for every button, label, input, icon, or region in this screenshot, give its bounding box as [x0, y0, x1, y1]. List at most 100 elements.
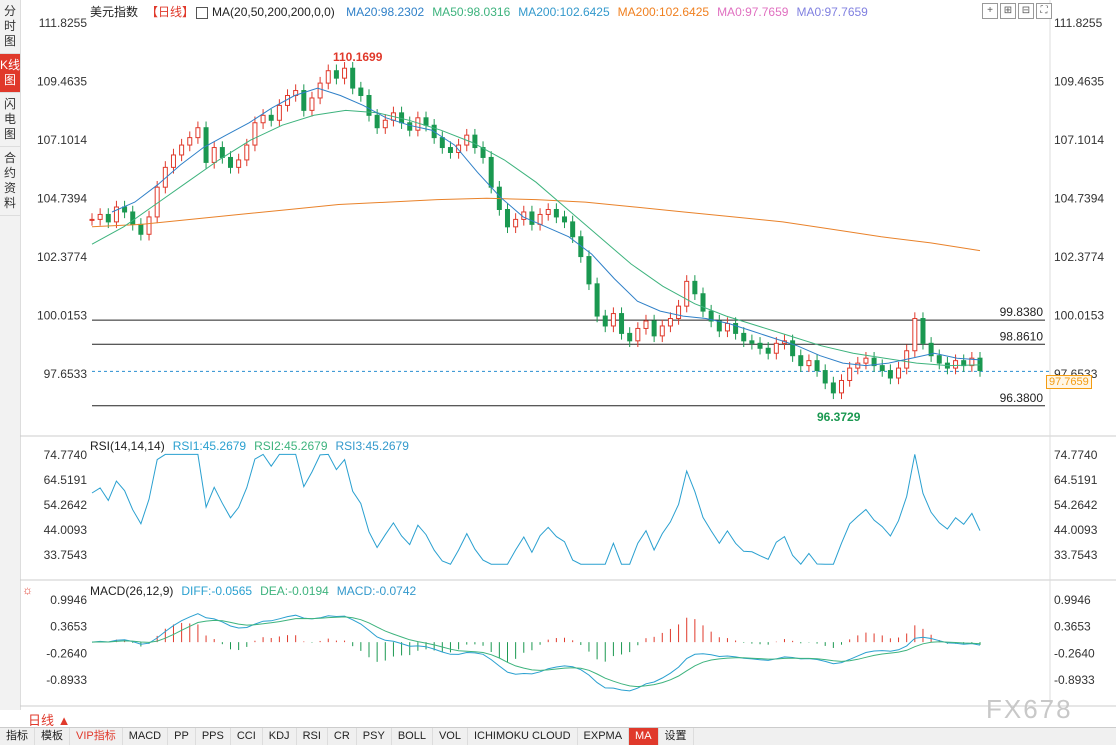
- ma-value-0: MA20:98.2302: [346, 5, 425, 19]
- ma20-line: [111, 87, 981, 367]
- macd-value-1: DEA:-0.0194: [260, 584, 329, 598]
- indicator-tab-7[interactable]: KDJ: [263, 728, 297, 745]
- period-selector[interactable]: 日线 ▲: [28, 713, 71, 728]
- main-header: 美元指数 【日线】 MA(20,50,200,200,0,0) MA20:98.23…: [90, 3, 884, 20]
- candle-body: [472, 134, 478, 149]
- indicator-tab-10[interactable]: PSY: [357, 728, 392, 745]
- ma-value-1: MA50:98.0316: [432, 5, 511, 19]
- candle-body: [374, 114, 380, 129]
- candle-body: [423, 117, 429, 126]
- candle-body: [244, 144, 250, 161]
- settings-gear-icon[interactable]: ☼: [22, 583, 33, 597]
- candle-body: [138, 223, 144, 235]
- candle-body: [122, 206, 128, 213]
- candle-body: [806, 360, 812, 367]
- candle-body: [619, 313, 625, 334]
- level-label: 98.8610: [1000, 329, 1044, 343]
- indicator-tab-13[interactable]: ICHIMOKU CLOUD: [468, 728, 578, 745]
- candle-body: [130, 211, 136, 225]
- indicator-tab-4[interactable]: PP: [168, 728, 196, 745]
- candle-body: [350, 67, 356, 89]
- candle-body: [553, 208, 559, 218]
- candle-body: [211, 147, 217, 163]
- indicator-tab-14[interactable]: EXPMA: [578, 728, 630, 745]
- candle-body: [276, 104, 282, 121]
- candle-body: [610, 313, 616, 327]
- indicator-tab-15[interactable]: MA: [629, 728, 659, 745]
- candle-body: [113, 206, 119, 223]
- macd-dea-line: [91, 616, 981, 688]
- current-price-flag: 97.7659: [1046, 375, 1092, 389]
- indicator-tab-1[interactable]: 模板: [35, 728, 70, 745]
- indicator-tab-12[interactable]: VOL: [433, 728, 468, 745]
- price-tick-left: 97.6533: [44, 367, 88, 381]
- price-tick-right: 100.0153: [1054, 309, 1104, 323]
- candle-body: [227, 156, 233, 168]
- ma-value-5: MA0:97.7659: [796, 5, 868, 19]
- candle-body: [847, 367, 853, 381]
- chart-toolbar: + ⊞ ⊟ ⛶: [982, 3, 1052, 19]
- candle-body: [977, 357, 983, 372]
- candle-body: [170, 154, 176, 168]
- indicator-tab-6[interactable]: CCI: [231, 728, 263, 745]
- candle-body: [562, 216, 568, 223]
- candle-body: [570, 221, 576, 238]
- indicator-tab-16[interactable]: 设置: [659, 728, 694, 745]
- rsi-value-2: RSI3:45.2679: [335, 439, 409, 453]
- candle-body: [855, 362, 861, 369]
- candle-body: [309, 97, 315, 111]
- rsi-tick-right: 44.0093: [1054, 523, 1098, 537]
- ma-indicator-icon[interactable]: [196, 6, 209, 19]
- price-tick-right: 104.7394: [1054, 192, 1104, 206]
- candle-body: [268, 114, 274, 121]
- candle-body: [953, 360, 959, 369]
- macd-tick-left: -0.2640: [46, 646, 87, 660]
- candle-body: [651, 320, 657, 337]
- macd-tick-left: -0.8933: [46, 673, 87, 687]
- candle-body: [716, 320, 722, 332]
- indicator-tab-3[interactable]: MACD: [123, 728, 169, 745]
- candle-body: [741, 332, 747, 342]
- indicator-tab-0[interactable]: 指标: [0, 728, 35, 745]
- candle-body: [773, 342, 779, 354]
- price-tick-left: 100.0153: [37, 309, 87, 323]
- ma-title: MA(20,50,200,200,0,0): [212, 5, 335, 19]
- tab-flash[interactable]: 闪电图: [0, 93, 20, 147]
- tab-contract-info[interactable]: 合约资料: [0, 147, 20, 216]
- macd-tick-left: 0.9946: [50, 593, 87, 607]
- zoom-in-icon[interactable]: ⊞: [1000, 3, 1016, 19]
- indicator-tab-5[interactable]: PPS: [196, 728, 231, 745]
- candle-body: [415, 117, 421, 131]
- rsi-header: RSI(14,14,14) RSI1:45.2679 RSI2:45.2679 RSI…: [90, 439, 425, 453]
- level-label: 99.8380: [1000, 305, 1044, 319]
- ma50-line: [91, 109, 981, 367]
- fullscreen-icon[interactable]: ⛶: [1036, 3, 1052, 19]
- candle-body: [724, 322, 730, 332]
- price-tick-right: 107.1014: [1054, 133, 1104, 147]
- crosshair-icon[interactable]: +: [982, 3, 998, 19]
- candle-body: [301, 90, 307, 111]
- candle-body: [260, 114, 266, 124]
- indicator-tab-8[interactable]: RSI: [297, 728, 328, 745]
- tab-timeshare[interactable]: 分时图: [0, 0, 20, 54]
- left-sidebar: 分时图 K线图 闪电图 合约资料: [0, 0, 21, 710]
- chart-area[interactable]: 111.8255 111.8255 109.4635 109.4635 107.1014…: [20, 0, 1116, 710]
- price-tick-left: 107.1014: [37, 133, 87, 147]
- tab-kline[interactable]: K线图: [0, 54, 20, 93]
- candle-body: [765, 347, 771, 354]
- candle-body: [594, 283, 600, 317]
- ma-value-4: MA0:97.7659: [717, 5, 789, 19]
- candle-body: [504, 208, 510, 228]
- indicator-tab-2[interactable]: VIP指标: [70, 728, 123, 745]
- indicator-tab-11[interactable]: BOLL: [392, 728, 433, 745]
- candle-body: [97, 213, 103, 220]
- candle-body: [179, 144, 185, 156]
- zoom-out-icon[interactable]: ⊟: [1018, 3, 1034, 19]
- low-annotation: 96.3729: [817, 410, 861, 424]
- rsi-tick-left: 44.0093: [44, 523, 88, 537]
- rsi-tick-left: 64.5191: [44, 473, 88, 487]
- indicator-tab-9[interactable]: CR: [328, 728, 357, 745]
- rsi-tick-left: 74.7740: [44, 448, 88, 462]
- candle-body: [513, 218, 519, 228]
- candle-body: [529, 211, 535, 225]
